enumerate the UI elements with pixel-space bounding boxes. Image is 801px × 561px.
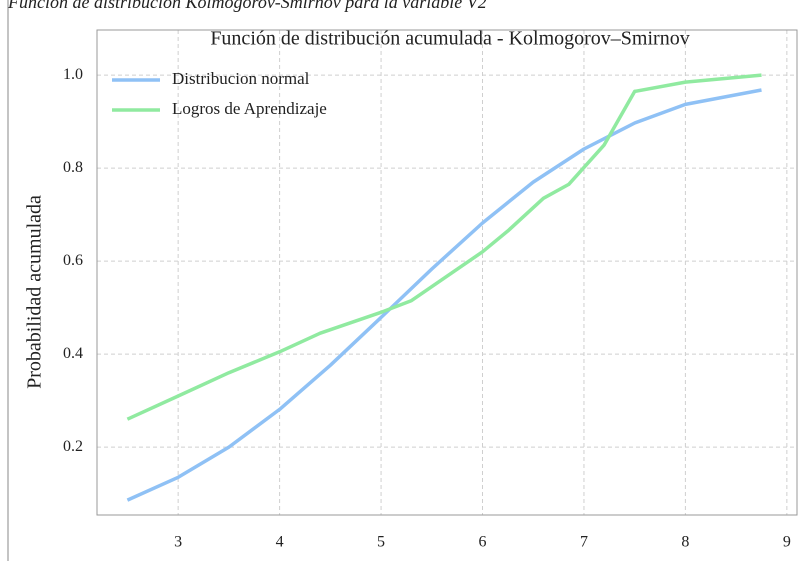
plot-frame: [96, 29, 798, 516]
x-tick-label: 7: [580, 534, 588, 551]
line-series: [126, 73, 762, 421]
x-tick-label: 5: [377, 534, 385, 551]
y-tick-label: 1.0: [63, 66, 83, 83]
x-tick-label: 6: [479, 534, 487, 551]
line-series: [126, 88, 762, 502]
y-tick-label: 0.8: [63, 159, 83, 176]
x-tick-label: 8: [681, 534, 689, 551]
y-tick-label: 0.4: [63, 345, 83, 362]
y-axis-label: Probabilidad acumulada: [24, 195, 46, 389]
legend-label: Logros de Aprendizaje: [172, 99, 327, 118]
chart-title: Función de distribución acumulada - Kolm…: [210, 28, 689, 50]
y-tick-label: 0.6: [63, 252, 83, 269]
legend-label: Distribucion normal: [172, 69, 310, 88]
y-tick-label: 0.2: [63, 438, 83, 455]
x-tick-label: 9: [783, 534, 791, 551]
x-tick-label: 3: [174, 534, 182, 551]
x-tick-label: 4: [276, 534, 284, 551]
caption: Función de distribución Kolmogorov-Smirn…: [7, 0, 487, 12]
